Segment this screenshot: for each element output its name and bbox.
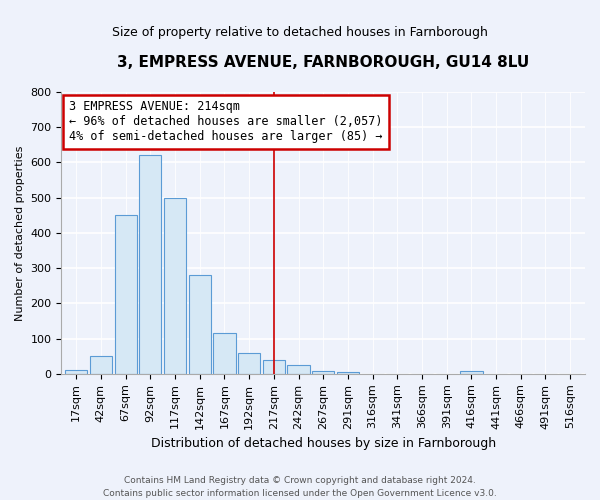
Bar — [188, 275, 211, 374]
Bar — [65, 370, 88, 374]
Bar — [238, 352, 260, 374]
Bar — [139, 156, 161, 374]
Bar — [90, 356, 112, 374]
Text: Size of property relative to detached houses in Farnborough: Size of property relative to detached ho… — [112, 26, 488, 39]
Bar — [213, 334, 236, 374]
Bar — [460, 371, 482, 374]
Title: 3, EMPRESS AVENUE, FARNBOROUGH, GU14 8LU: 3, EMPRESS AVENUE, FARNBOROUGH, GU14 8LU — [117, 55, 529, 70]
Text: Contains HM Land Registry data © Crown copyright and database right 2024.
Contai: Contains HM Land Registry data © Crown c… — [103, 476, 497, 498]
Y-axis label: Number of detached properties: Number of detached properties — [15, 145, 25, 320]
Bar — [164, 198, 186, 374]
Bar — [115, 216, 137, 374]
Text: 3 EMPRESS AVENUE: 214sqm
← 96% of detached houses are smaller (2,057)
4% of semi: 3 EMPRESS AVENUE: 214sqm ← 96% of detach… — [69, 100, 383, 144]
Bar — [337, 372, 359, 374]
Bar — [263, 360, 285, 374]
Bar — [312, 371, 334, 374]
Bar — [287, 365, 310, 374]
X-axis label: Distribution of detached houses by size in Farnborough: Distribution of detached houses by size … — [151, 437, 496, 450]
